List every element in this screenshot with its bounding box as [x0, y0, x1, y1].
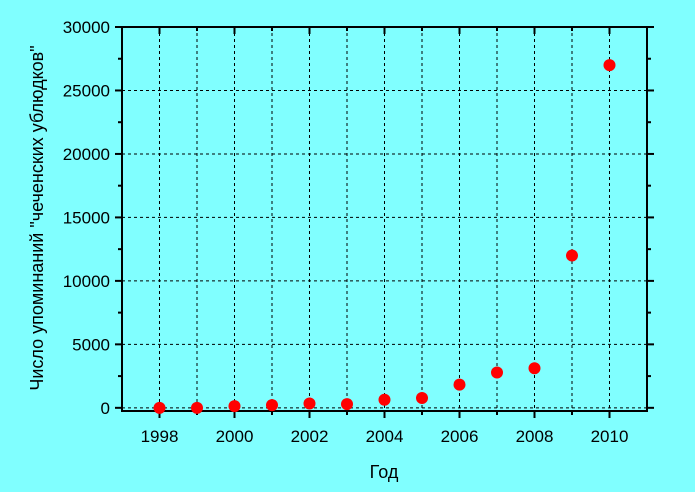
- y-tick-label: 0: [101, 399, 110, 418]
- data-point: [191, 401, 203, 414]
- x-tick-label: 2010: [591, 427, 629, 446]
- data-point: [416, 392, 428, 405]
- x-tick-label: 2004: [366, 427, 404, 446]
- y-tick-label: 30000: [63, 18, 110, 37]
- data-point: [491, 366, 503, 379]
- data-point: [378, 393, 391, 406]
- tick-labels: 1998 2000 2002 2004 2006 2008 2010 0 5000 10000 15…: [63, 18, 629, 446]
- data-point: [303, 397, 316, 410]
- data-point: [603, 59, 616, 72]
- y-tick-label: 25000: [63, 81, 110, 100]
- data-point: [153, 401, 166, 414]
- y-tick-label: 15000: [63, 208, 110, 227]
- data-point: [228, 400, 241, 413]
- grid: [122, 27, 647, 411]
- data-point: [341, 398, 353, 411]
- x-tick-label: 2006: [441, 427, 479, 446]
- y-tick-label: 5000: [72, 335, 110, 354]
- x-axis-label: Год: [370, 462, 399, 482]
- y-tick-label: 10000: [63, 272, 110, 291]
- x-tick-label: 2002: [291, 427, 329, 446]
- x-tick-label: 2000: [216, 427, 254, 446]
- data-point: [266, 399, 278, 412]
- data-point: [453, 378, 466, 391]
- data-point: [566, 249, 578, 262]
- x-tick-label: 1998: [141, 427, 179, 446]
- data-points: [153, 59, 616, 414]
- y-tick-label: 20000: [63, 145, 110, 164]
- x-tick-label: 2008: [516, 427, 554, 446]
- data-point: [528, 362, 541, 375]
- y-axis-label: Число упоминаний "чеченских ублюдков": [27, 45, 47, 390]
